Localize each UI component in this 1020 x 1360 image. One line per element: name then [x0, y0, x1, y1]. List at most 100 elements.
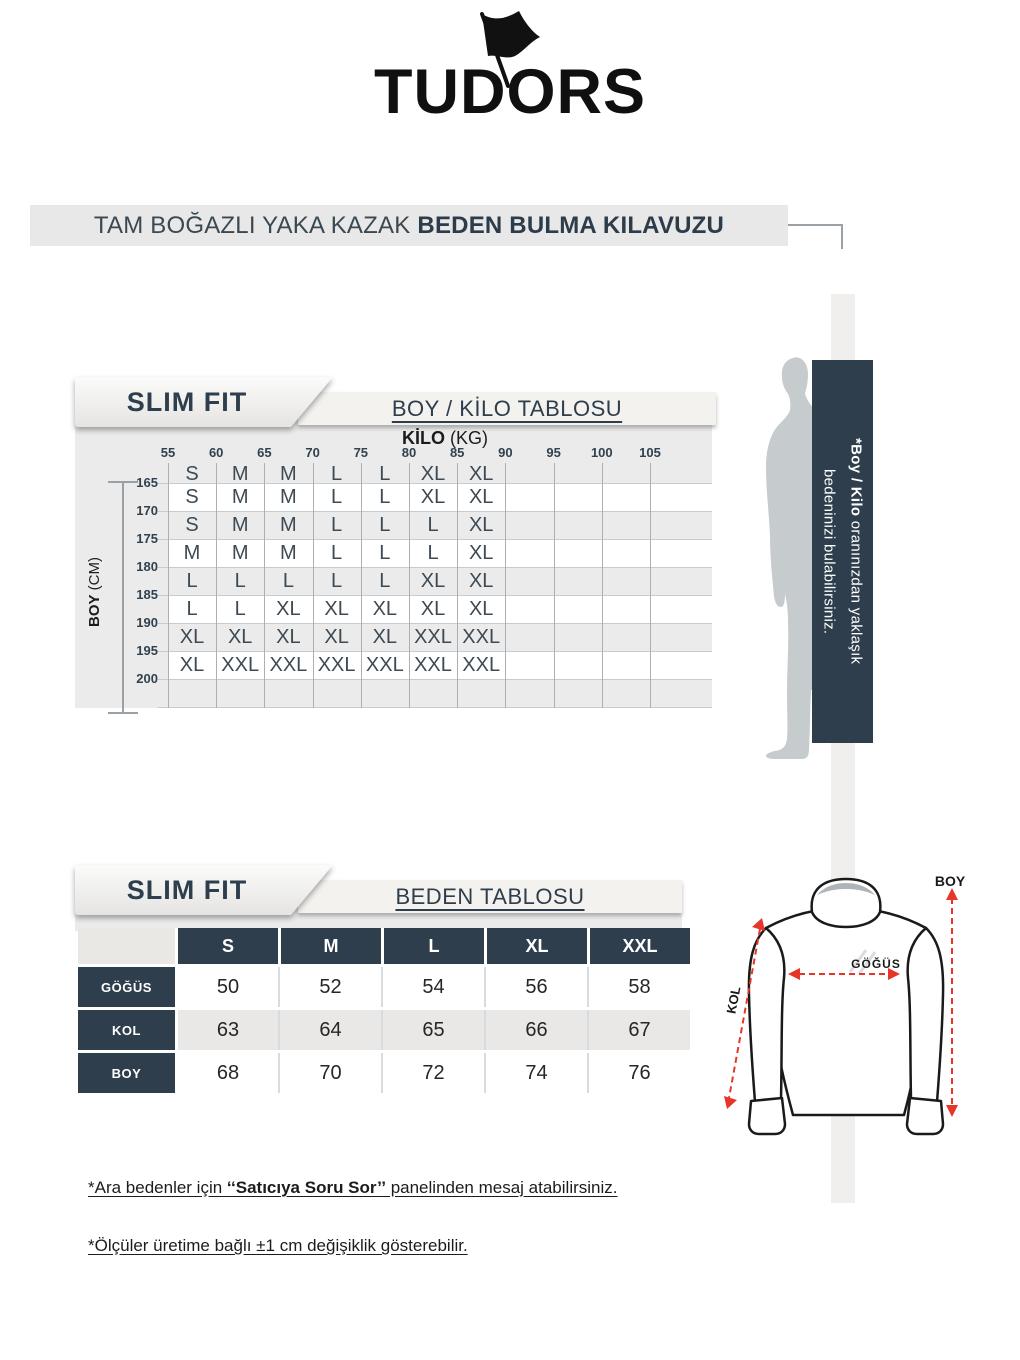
kilo-tick: 65: [257, 445, 272, 460]
kilo-tick: 70: [305, 445, 320, 460]
size-cell: XXL: [414, 625, 452, 648]
y-axis-title-unit: (CM): [86, 557, 103, 595]
height-measure-line: [108, 481, 138, 714]
size-cell: XL: [420, 463, 446, 485]
size-cell: XXL: [462, 653, 501, 676]
sweater-left-sleeve: [747, 926, 786, 1104]
size-cell: XL: [324, 625, 349, 648]
side-note-bold: *Boy / Kilo: [847, 438, 865, 517]
footnote-2: *Ölçüler üretime bağlı ±1 cm değişiklik …: [88, 1236, 468, 1255]
size-cell: L: [331, 485, 343, 508]
grid-vline: [312, 463, 314, 708]
grid-vline: [409, 463, 410, 708]
size-table-corner: [78, 928, 175, 964]
grid-vline: [601, 463, 603, 708]
fit-badge-2: SLIM FIT: [75, 865, 333, 915]
size-value-cell: 76: [587, 1053, 690, 1093]
connector-line-vertical: [841, 224, 843, 249]
size-cell: XXL: [365, 653, 404, 676]
grid-hline: [158, 651, 712, 652]
size-cell: XXL: [414, 653, 452, 676]
size-cell: L: [186, 569, 198, 592]
size-column-header: XL: [484, 928, 587, 964]
size-value-cell: 66: [484, 1010, 587, 1050]
page-title-bold: BEDEN BULMA KILAVUZU: [417, 211, 725, 239]
fit-badge-2-wrap: SLIM FIT: [75, 865, 333, 915]
size-cell: M: [280, 541, 297, 564]
size-cell: XL: [468, 513, 494, 536]
x-axis-title-bold: KİLO: [402, 428, 445, 448]
size-value-cell: 67: [587, 1010, 690, 1050]
size-cell: M: [231, 513, 249, 536]
size-cell: M: [231, 463, 249, 485]
size-column-header: L: [381, 928, 484, 964]
boy-tick: 165: [136, 475, 158, 490]
size-cell: XL: [420, 485, 446, 508]
size-cell: XXL: [269, 653, 308, 676]
kilo-tick: 90: [498, 445, 513, 460]
sweater-body: [764, 906, 928, 1117]
size-cell: L: [186, 597, 198, 620]
sweater-collar: [810, 877, 882, 929]
size-cell: L: [331, 541, 343, 564]
grid-vline: [505, 463, 507, 708]
size-row-label: GÖĞÜS: [78, 967, 175, 1007]
diagram-height-label: BOY: [935, 873, 966, 889]
size-cell: M: [280, 485, 297, 508]
page-title: TAM BOĞAZLI YAKA KAZAK BEDEN BULMA KILAV…: [30, 205, 788, 246]
size-value-cell: 52: [278, 967, 381, 1007]
size-value-cell: 63: [175, 1010, 278, 1050]
diagram-chest-label: GÖĞÜS: [851, 956, 901, 971]
grid-vline: [360, 463, 362, 708]
sweater-left-cuff: [747, 1096, 787, 1136]
size-cell: XL: [372, 625, 398, 648]
size-cell: L: [427, 513, 439, 536]
grid-hline: [158, 707, 712, 708]
size-cell: XL: [276, 597, 301, 620]
kilo-tick: 95: [546, 445, 561, 460]
size-cell: M: [280, 463, 297, 485]
size-cell: L: [234, 597, 246, 620]
size-cell: L: [331, 463, 343, 485]
fit-badge-1: SLIM FIT: [75, 377, 333, 427]
sweater-right-sleeve: [906, 926, 945, 1104]
size-cell: M: [231, 485, 249, 508]
size-cell: XL: [179, 653, 205, 676]
side-note-banner: *Boy / Kilo oranınızdan yaklaşık bedenin…: [812, 360, 873, 743]
size-value-cell: 64: [278, 1010, 381, 1050]
grid-hline: [158, 483, 712, 484]
size-cell: XL: [468, 569, 494, 592]
size-cell: M: [183, 541, 201, 564]
kilo-tick: 75: [353, 445, 369, 460]
grid-vline: [553, 463, 555, 708]
size-value-cell: 56: [484, 967, 587, 1007]
boy-tick: 200: [136, 671, 158, 686]
size-value-cell: 72: [381, 1053, 484, 1093]
kilo-tick: 55: [160, 445, 176, 460]
brand-logo: TUDORS: [374, 57, 646, 127]
size-cell: L: [331, 569, 343, 592]
size-cell: XL: [227, 625, 253, 648]
size-cell: XL: [468, 463, 494, 485]
boy-tick: 170: [136, 503, 158, 518]
grid-vline: [457, 463, 459, 708]
grid-row-stripe: [168, 483, 712, 511]
size-cell: XXL: [462, 625, 501, 648]
size-value-cell: 74: [484, 1053, 587, 1093]
grid-hline: [158, 595, 712, 596]
brand-flag-icon: [480, 11, 540, 88]
size-row-label: KOL: [78, 1010, 175, 1050]
footnote-1: *Ara bedenler için ‘‘Satıcıya Soru Sor’’…: [88, 1178, 618, 1197]
kilo-tick: 85: [449, 445, 465, 460]
size-table: S M L XL XXL GÖĞÜS 50 52 54 56 58 KOL 63 64 65 66 67 BOY 6…: [78, 928, 690, 1093]
diagram-sleeve-label: KOL: [724, 985, 744, 1015]
size-value-cell: 58: [587, 967, 690, 1007]
kilo-tick: 60: [208, 445, 224, 460]
size-cell: M: [231, 541, 249, 564]
grid-vline: [264, 463, 266, 708]
grid-vline: [168, 463, 169, 708]
size-cell: XXL: [221, 653, 260, 676]
grid-vline: [216, 463, 218, 708]
size-cell: XL: [420, 569, 446, 592]
connector-line-horizontal: [788, 224, 843, 226]
